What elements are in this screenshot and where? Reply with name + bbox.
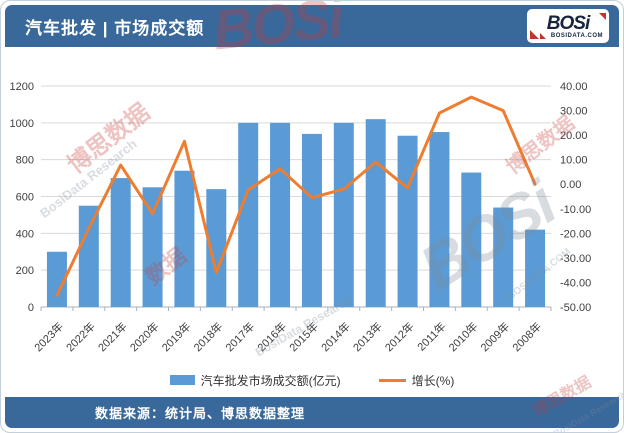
x-axis-label: 2008年 [509, 319, 544, 354]
x-axis-label: 2012年 [382, 319, 417, 354]
growth-line [55, 95, 537, 297]
bar-2022年 [78, 205, 99, 307]
bar-2008年 [525, 229, 546, 307]
x-axis-label: 2023年 [31, 319, 66, 354]
x-axis-label: 2022年 [63, 319, 98, 354]
left-axis-tick-label: 800 [16, 155, 34, 167]
x-axis-label: 2017年 [222, 319, 257, 354]
bar-2021年 [110, 178, 131, 307]
bar-2013年 [365, 119, 386, 308]
x-axis-label: 2019年 [159, 319, 194, 354]
bar-2014年 [333, 122, 354, 307]
logo-wordmark: BOSi [546, 12, 590, 34]
right-axis-tick-label: 40.00 [560, 81, 588, 93]
right-axis-tick-label: -10.00 [560, 204, 591, 216]
logo-domain: BOSIDATA.COM [550, 32, 603, 39]
x-axis-label: 2020年 [127, 319, 162, 354]
bar-2019年 [174, 170, 195, 307]
logo-red-triangle-icon [540, 33, 546, 39]
bar-2023年 [46, 251, 67, 307]
bar-2010年 [461, 172, 482, 307]
plot-area: 0 200 400 600 800 1000 1200 40.00 30.00 20.00 10.0… [5, 47, 619, 369]
bar-2017年 [238, 122, 259, 307]
bar-2012年 [397, 135, 418, 307]
bar-2015年 [301, 133, 322, 307]
logo-red-triangle-icon [599, 13, 606, 20]
legend-label: 增长(%) [411, 373, 455, 388]
legend-item-bar: 汽车批发市场成交额(亿元) [169, 372, 341, 389]
bosidata-logo: BOSi BOSIDATA.COM [527, 9, 609, 43]
left-axis-tick-label: 1200 [10, 81, 34, 93]
header-bar: 汽车批发 | 市场成交额 BOSi BOSIDATA.COM [5, 5, 619, 47]
x-axis-label: 2011年 [414, 319, 448, 353]
legend-item-line: 增长(%) [378, 372, 455, 389]
x-axis-label: 2013年 [350, 319, 385, 354]
bar-2009年 [493, 207, 514, 307]
right-axis-tick-label: -30.00 [560, 253, 591, 265]
right-axis-tick-label: -50.00 [560, 302, 591, 314]
left-axis-tick-label: 600 [16, 192, 34, 204]
right-axis-tick-label: -40.00 [560, 277, 591, 289]
x-axis-label: 2010年 [445, 319, 480, 354]
chart-legend: 汽车批发市场成交额(亿元) 增长(%) [5, 369, 619, 391]
logo-red-triangle-icon [530, 30, 539, 39]
line-swatch-icon [378, 378, 406, 382]
bar-2018年 [206, 189, 227, 307]
bar-2020年 [142, 187, 163, 307]
right-axis-tick-label: 30.00 [560, 106, 588, 118]
combo-chart: 0 200 400 600 800 1000 1200 40.00 30.00 20.00 10.0… [10, 81, 592, 354]
x-axis-label: 2014年 [318, 319, 353, 354]
left-axis-tick-label: 400 [16, 228, 34, 240]
x-axis-label: 2015年 [286, 319, 321, 354]
bar-2011年 [429, 132, 450, 307]
bar-2016年 [270, 122, 291, 307]
footer-bar: 数据来源：统计局、博思数据整理 [5, 397, 619, 428]
x-axis-label: 2021年 [95, 319, 130, 354]
left-axis-tick-label: 1000 [10, 118, 34, 130]
left-axis-tick-label: 200 [16, 265, 34, 277]
legend-label: 汽车批发市场成交额(亿元) [200, 373, 341, 388]
right-axis-tick-label: 20.00 [560, 130, 588, 142]
bar-swatch-icon [169, 375, 195, 385]
right-axis-tick-label: 10.00 [560, 155, 588, 167]
x-axis-label: 2018年 [190, 319, 225, 354]
x-axis-label: 2016年 [254, 319, 289, 354]
page-title: 汽车批发 | 市场成交额 [25, 18, 205, 38]
x-axis-label: 2009年 [477, 319, 512, 354]
data-source-note: 数据来源：统计局、博思数据整理 [95, 406, 306, 421]
right-axis-tick-label: -20.00 [560, 228, 591, 240]
left-axis-tick-label: 0 [28, 302, 34, 314]
right-axis-tick-label: 0.00 [560, 179, 581, 191]
